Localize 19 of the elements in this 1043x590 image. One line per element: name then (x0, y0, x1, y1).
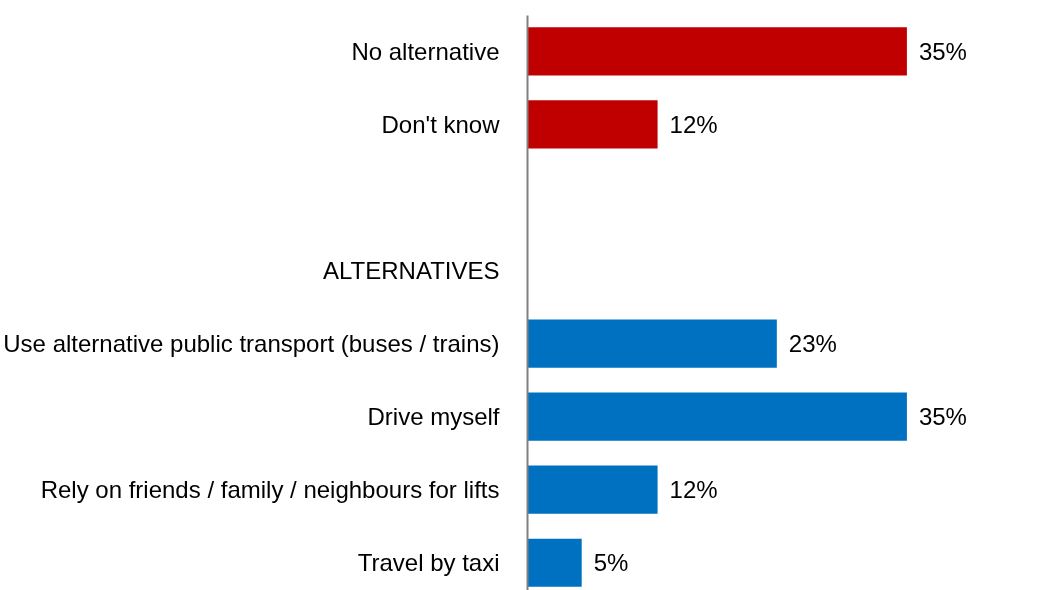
y-tick-label: Rely on friends / family / neighbours for lifts (40, 476, 500, 504)
data-label: 35% (918, 37, 967, 65)
data-label: 12% (669, 110, 718, 138)
data-label: 23% (788, 330, 837, 358)
y-tick-label: ALTERNATIVES (323, 256, 500, 284)
bar (527, 392, 907, 441)
data-label: 12% (669, 476, 718, 504)
bar (527, 538, 582, 587)
data-label: 5% (593, 549, 629, 577)
y-tick-label: Don't know (381, 110, 501, 138)
y-tick-label: Drive myself (367, 403, 500, 431)
bar (527, 465, 658, 514)
bar (527, 27, 907, 76)
y-tick-label: Travel by taxi (357, 549, 500, 577)
bar (527, 100, 658, 149)
bar (527, 319, 777, 368)
y-tick-label: Use alternative public transport (buses / trains) (3, 330, 500, 358)
y-tick-label: No alternative (351, 37, 500, 65)
data-label: 35% (918, 403, 967, 431)
